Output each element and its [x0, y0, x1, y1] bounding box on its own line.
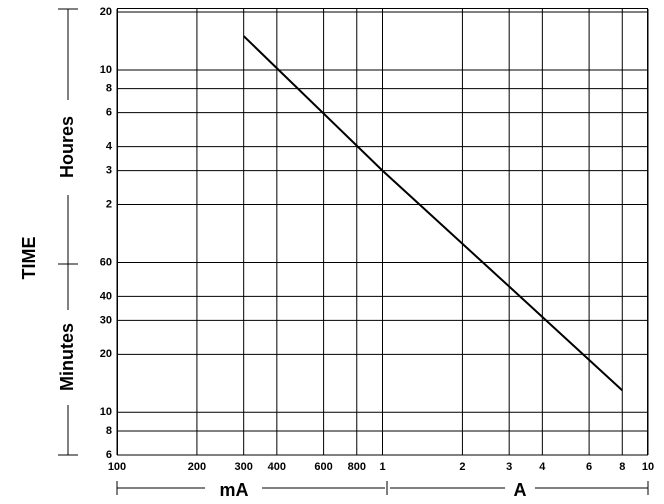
x-tick-label: 8: [619, 461, 625, 473]
x-tick-label: 1: [379, 461, 385, 473]
x-tick-label: 6: [586, 461, 592, 473]
x-tick-label: 100: [108, 461, 126, 473]
y-group-label: Minutes: [57, 323, 77, 391]
x-group-label: mA: [219, 480, 248, 500]
y-tick-label: 2: [106, 198, 112, 210]
y-tick-label: 40: [100, 290, 112, 302]
y-axis-title: TIME: [19, 237, 39, 280]
y-tick-label: 30: [100, 314, 112, 326]
y-tick-label: 10: [100, 406, 112, 418]
x-tick-label: 200: [188, 461, 206, 473]
x-tick-label: 300: [234, 461, 252, 473]
y-tick-label: 6: [106, 107, 112, 119]
y-tick-label: 20: [100, 348, 112, 360]
x-tick-label: 2: [459, 461, 465, 473]
y-tick-label: 60: [100, 256, 112, 268]
x-tick-label: 400: [268, 461, 286, 473]
y-tick-label: 20: [100, 6, 112, 18]
y-tick-label: 10: [100, 64, 112, 76]
x-group-label: A: [514, 480, 527, 500]
x-tick-label: 10: [642, 461, 654, 473]
y-tick-label: 8: [106, 83, 112, 95]
y-tick-label: 4: [106, 140, 113, 152]
y-tick-label: 8: [106, 425, 112, 437]
y-tick-label: 3: [106, 165, 112, 177]
y-tick-label: 6: [106, 449, 112, 461]
x-tick-label: 3: [506, 461, 512, 473]
x-tick-label: 600: [314, 461, 332, 473]
x-tick-label: 4: [539, 461, 546, 473]
x-tick-label: 800: [348, 461, 366, 473]
y-group-label: Houres: [57, 116, 77, 178]
data-line: [242, 35, 623, 392]
